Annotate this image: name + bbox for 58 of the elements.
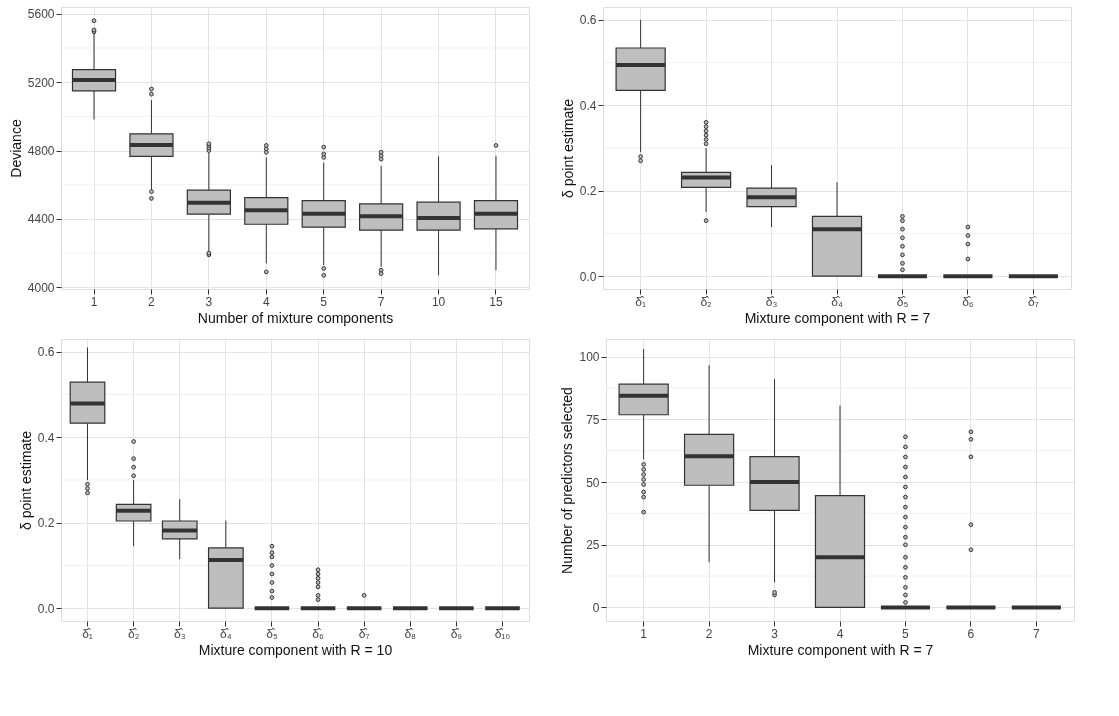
x-tick-label: 15 [489,294,503,309]
x-tick-label: 5 [320,294,328,309]
x-tick-label: 7 [1033,626,1041,641]
x-tick-label: 7 [377,294,385,309]
y-axis-title: Number of predictors selected [559,387,576,574]
y-tick-label: 0.4 [37,430,55,445]
x-tick-label: δ̂₅ [266,626,278,641]
x-axis-title: Mixture component with R = 10 [198,641,393,658]
x-tick-label: 4 [836,626,844,641]
y-tick-label: 25 [586,538,600,553]
y-tick-label: 4000 [27,280,55,295]
x-tick-label: 1 [640,626,648,641]
x-axis-title: Number of mixture components [197,309,394,326]
x-tick-label: δ̂₉ [450,626,463,641]
x-tick-label: 2 [148,294,156,309]
y-tick-label: 0.6 [37,345,55,360]
x-tick-label: 4 [262,294,270,309]
y-tick-label: 0.2 [579,184,597,199]
y-tick-label: 0 [592,600,600,615]
x-tick-label: 3 [771,626,779,641]
y-tick-label: 100 [579,350,600,365]
x-tick-label: δ̂₆ [962,294,974,309]
x-tick-label: δ̂₃ [173,626,186,641]
x-axis-title: Mixture component with R = 7 [744,309,931,326]
x-tick-label: δ̂₄ [831,294,843,309]
x-tick-label: 1 [90,294,98,309]
x-tick-label: δ̂₃ [765,294,778,309]
x-tick-label: 5 [902,626,910,641]
x-tick-label: δ̂₂ [700,294,713,309]
x-tick-label: δ̂₄ [220,626,232,641]
x-tick-label: δ̂₈ [404,626,417,641]
x-tick-label: δ̂₇ [1027,294,1039,309]
x-tick-label: 3 [205,294,213,309]
y-axis-title: δ point estimate [559,98,576,198]
y-tick-label: 50 [586,475,600,490]
x-tick-label: δ̂₁ [635,294,646,309]
x-tick-label: δ̂₁₀ [494,626,511,641]
x-tick-label: δ̂₇ [358,626,370,641]
y-tick-label: 0.4 [579,98,597,113]
x-axis-title: Mixture component with R = 7 [747,641,934,658]
y-axis-title: Deviance [7,119,24,178]
y-tick-label: 0.6 [579,13,597,28]
x-tick-label: 6 [967,626,975,641]
y-tick-label: 0.0 [37,601,55,616]
y-tick-label: 5600 [27,7,55,22]
x-tick-label: 2 [705,626,713,641]
y-tick-label: 0.2 [37,516,55,531]
y-axis-title: δ point estimate [17,430,34,530]
y-tick-label: 0.0 [579,269,597,284]
x-tick-label: δ̂₁ [82,626,93,641]
y-tick-label: 75 [586,412,600,427]
x-tick-label: 10 [431,294,446,309]
y-tick-label: 4400 [27,212,55,227]
y-tick-label: 4800 [27,144,55,159]
y-tick-label: 5200 [27,75,55,90]
x-tick-label: δ̂₂ [127,626,140,641]
x-tick-label: δ̂₆ [312,626,324,641]
x-tick-label: δ̂₅ [896,294,909,309]
